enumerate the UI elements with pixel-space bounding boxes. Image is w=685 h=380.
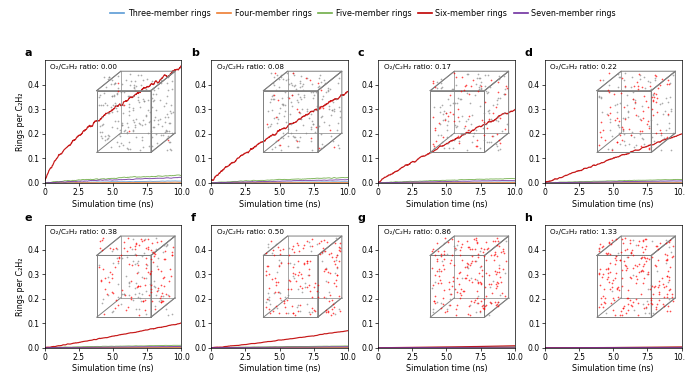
Legend: Three-member rings, Four-member rings, Five-member rings, Six-member rings, Seve: Three-member rings, Four-member rings, F…: [107, 6, 619, 22]
Text: g: g: [358, 213, 366, 223]
X-axis label: Simulation time (ns): Simulation time (ns): [239, 364, 321, 373]
X-axis label: Simulation time (ns): Simulation time (ns): [72, 364, 153, 373]
Text: O₂/C₂H₂ ratio: 0.17: O₂/C₂H₂ ratio: 0.17: [384, 64, 451, 70]
Text: O₂/C₂H₂ ratio: 0.00: O₂/C₂H₂ ratio: 0.00: [50, 64, 117, 70]
X-axis label: Simulation time (ns): Simulation time (ns): [406, 200, 487, 209]
Text: O₂/C₂H₂ ratio: 0.22: O₂/C₂H₂ ratio: 0.22: [550, 64, 617, 70]
X-axis label: Simulation time (ns): Simulation time (ns): [573, 364, 654, 373]
Text: d: d: [524, 48, 532, 58]
Text: a: a: [24, 48, 32, 58]
Text: f: f: [191, 213, 196, 223]
Text: b: b: [191, 48, 199, 58]
Text: O₂/C₂H₂ ratio: 0.08: O₂/C₂H₂ ratio: 0.08: [216, 64, 284, 70]
X-axis label: Simulation time (ns): Simulation time (ns): [573, 200, 654, 209]
Text: O₂/C₂H₂ ratio: 0.50: O₂/C₂H₂ ratio: 0.50: [216, 229, 284, 235]
Text: c: c: [358, 48, 364, 58]
Text: e: e: [24, 213, 32, 223]
Text: O₂/C₂H₂ ratio: 0.86: O₂/C₂H₂ ratio: 0.86: [384, 229, 451, 235]
X-axis label: Simulation time (ns): Simulation time (ns): [72, 200, 153, 209]
X-axis label: Simulation time (ns): Simulation time (ns): [406, 364, 487, 373]
Text: O₂/C₂H₂ ratio: 0.38: O₂/C₂H₂ ratio: 0.38: [50, 229, 117, 235]
Y-axis label: Rings per C₂H₂: Rings per C₂H₂: [16, 257, 25, 316]
Text: O₂/C₂H₂ ratio: 1.33: O₂/C₂H₂ ratio: 1.33: [550, 229, 617, 235]
X-axis label: Simulation time (ns): Simulation time (ns): [239, 200, 321, 209]
Text: h: h: [524, 213, 532, 223]
Y-axis label: Rings per C₂H₂: Rings per C₂H₂: [16, 92, 25, 151]
